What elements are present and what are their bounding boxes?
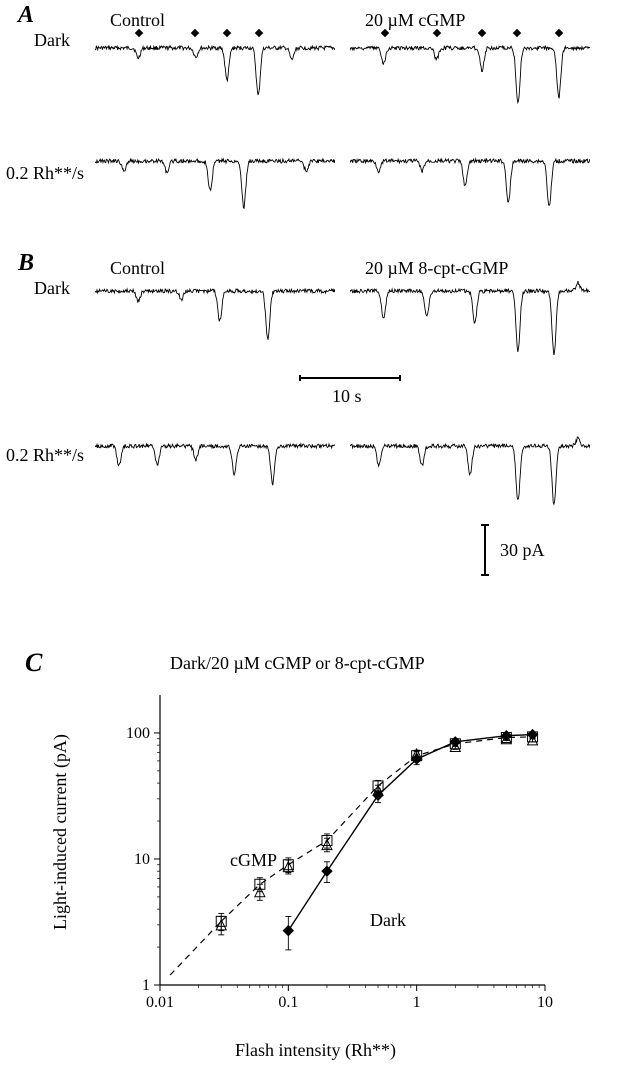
chart-c-cgmp-label: cGMP	[230, 850, 277, 871]
trace-a-bg-control	[95, 145, 335, 225]
panel-a-label: A	[18, 2, 34, 29]
time-scale-label: 10 s	[332, 386, 362, 407]
svg-text:1: 1	[142, 977, 150, 994]
trace-b-bg-cpt	[350, 430, 590, 510]
svg-text:0.01: 0.01	[146, 994, 174, 1011]
svg-text:1: 1	[413, 994, 421, 1011]
chart-c-ylabel: Light-induced current (pA)	[50, 734, 71, 930]
panel-b-label: B	[18, 250, 34, 277]
panel-b-row0-label: Dark	[34, 278, 70, 299]
trace-a-bg-cgmp	[350, 145, 590, 225]
svg-text:0.1: 0.1	[278, 994, 298, 1011]
trace-a-dark-control	[95, 32, 335, 112]
panel-a-row0-label: Dark	[34, 30, 70, 51]
trace-b-bg-control	[95, 430, 335, 510]
trace-a-dark-cgmp	[350, 32, 590, 112]
panel-a-row1-label: 0.2 Rh**/s	[6, 163, 84, 184]
panel-b-row1-label: 0.2 Rh**/s	[6, 445, 84, 466]
figure-root: A Control 20 µM cGMP Dark 0.2 Rh**/s B C…	[0, 0, 627, 1087]
svg-text:10: 10	[134, 851, 150, 868]
chart-c-dark-label: Dark	[370, 910, 406, 931]
amp-scale-label: 30 pA	[500, 540, 545, 561]
trace-b-dark-cpt	[350, 275, 590, 355]
svg-text:100: 100	[126, 725, 150, 742]
trace-b-dark-control	[95, 275, 335, 355]
svg-text:10: 10	[537, 994, 553, 1011]
panel-a-col0-title: Control	[110, 10, 165, 31]
panel-c-title: Dark/20 µM cGMP or 8-cpt-cGMP	[170, 653, 425, 674]
panel-c-label: C	[25, 648, 42, 678]
chart-c-xlabel: Flash intensity (Rh**)	[235, 1040, 396, 1061]
chart-c: 0.01 0.1 1 10 1 10 100	[105, 680, 565, 1030]
panel-a-col1-title: 20 µM cGMP	[365, 10, 465, 31]
amp-scale-bar-icon	[475, 520, 495, 580]
